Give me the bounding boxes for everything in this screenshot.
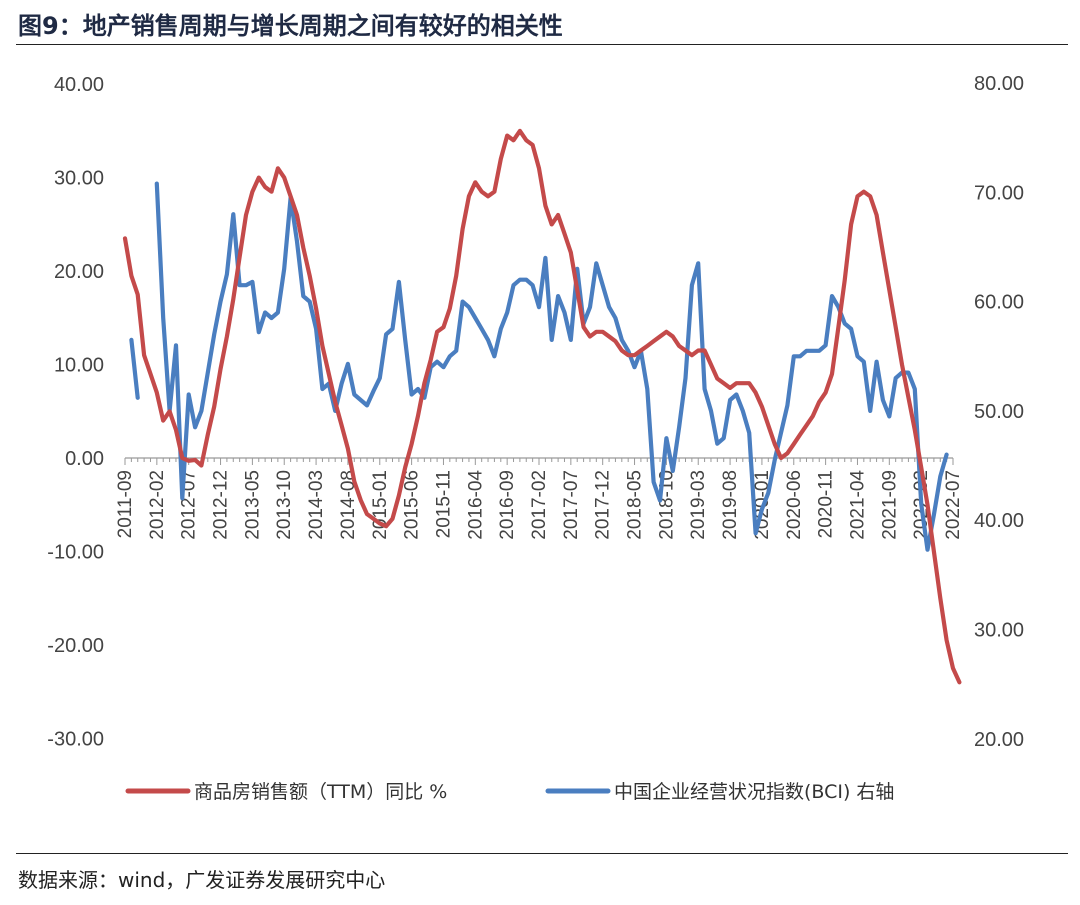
x-axis-tick-label: 2019-03 xyxy=(688,470,709,540)
series-line-bci xyxy=(154,181,949,552)
left-axis-tick-label: -10.00 xyxy=(47,541,104,563)
x-axis-tick-label: 2015-11 xyxy=(433,470,454,538)
left-axis-tick-label: 20.00 xyxy=(54,261,104,283)
x-axis-tick-label: 2020-06 xyxy=(784,470,805,540)
right-axis-tick-label: 50.00 xyxy=(974,401,1024,423)
chart-title: 图9：地产销售周期与增长周期之间有较好的相关性 xyxy=(18,12,563,40)
x-axis-tick-label: 2016-09 xyxy=(497,470,518,540)
x-axis-tick-label: 2021-09 xyxy=(879,470,900,540)
footer-rule xyxy=(16,853,1068,854)
left-axis-tick-label: -30.00 xyxy=(47,728,104,750)
x-axis-tick-label: 2018-10 xyxy=(656,470,677,540)
legend-label-sales: 商品房销售额（TTM）同比 % xyxy=(194,781,447,803)
left-axis-tick-label: 10.00 xyxy=(54,355,104,377)
x-axis-tick-label: 2011-09 xyxy=(115,470,136,538)
x-axis-tick-label: 2017-07 xyxy=(561,470,582,540)
right-axis-tick-label: 70.00 xyxy=(974,182,1024,204)
x-axis-tick-label: 2015-01 xyxy=(370,470,391,540)
left-axis-tick-label: 0.00 xyxy=(65,448,104,470)
left-axis-tick-label: 30.00 xyxy=(54,168,104,190)
x-axis-tick-label: 2019-08 xyxy=(720,470,741,540)
series-lines xyxy=(122,128,962,685)
x-axis-tick-label: 2015-06 xyxy=(402,470,423,540)
x-axis-tick-label: 2022-07 xyxy=(943,470,964,540)
header: 图9：地产销售周期与增长周期之间有较好的相关性 xyxy=(0,0,1080,46)
x-axis-tick-label: 2012-02 xyxy=(147,470,168,540)
x-axis-tick-label: 2017-12 xyxy=(593,470,614,540)
left-axis-tick-label: 40.00 xyxy=(54,74,104,96)
x-axis: 2011-09 2012-02 2012-07 2012-12 2013-05 2013-… xyxy=(115,457,964,540)
x-axis-tick-label: 2017-02 xyxy=(529,470,550,540)
x-axis-tick-label: 2013-10 xyxy=(274,470,295,540)
left-axis-tick-label: -20.00 xyxy=(47,635,104,657)
x-axis-tick-label: 2018-05 xyxy=(625,470,646,540)
x-axis-tick-label: 2014-03 xyxy=(306,470,327,540)
right-axis-tick-label: 80.00 xyxy=(974,73,1024,95)
right-axis-tick-label: 60.00 xyxy=(974,292,1024,314)
x-axis-tick-label: 2016-04 xyxy=(465,470,486,540)
right-axis-tick-label: 40.00 xyxy=(974,510,1024,532)
series-line-sales xyxy=(122,128,962,685)
x-axis-tick-label: 2014-08 xyxy=(338,470,359,540)
left-axis: 40.00 30.00 20.00 10.00 0.00 -10.00 -20.00 -30.… xyxy=(47,74,104,750)
x-axis-tick-label: 2013-05 xyxy=(242,470,263,540)
source-note: 数据来源：wind，广发证券发展研究中心 xyxy=(18,868,386,892)
right-axis-tick-label: 20.00 xyxy=(974,729,1024,751)
title-rule xyxy=(16,44,1068,45)
x-axis-tick-label: 2021-04 xyxy=(847,470,868,540)
x-axis-tick-label: 2012-12 xyxy=(211,470,232,540)
x-axis-tick-label: 2020-11 xyxy=(816,470,837,538)
right-axis: 80.00 70.00 60.00 50.00 40.00 30.00 20.00 xyxy=(974,73,1024,751)
right-axis-tick-label: 30.00 xyxy=(974,620,1024,642)
legend: 商品房销售额（TTM）同比 % 中国企业经营状况指数(BCI) 右轴 xyxy=(125,781,894,803)
legend-label-bci: 中国企业经营状况指数(BCI) 右轴 xyxy=(614,781,894,803)
series-line-bci xyxy=(129,337,140,400)
